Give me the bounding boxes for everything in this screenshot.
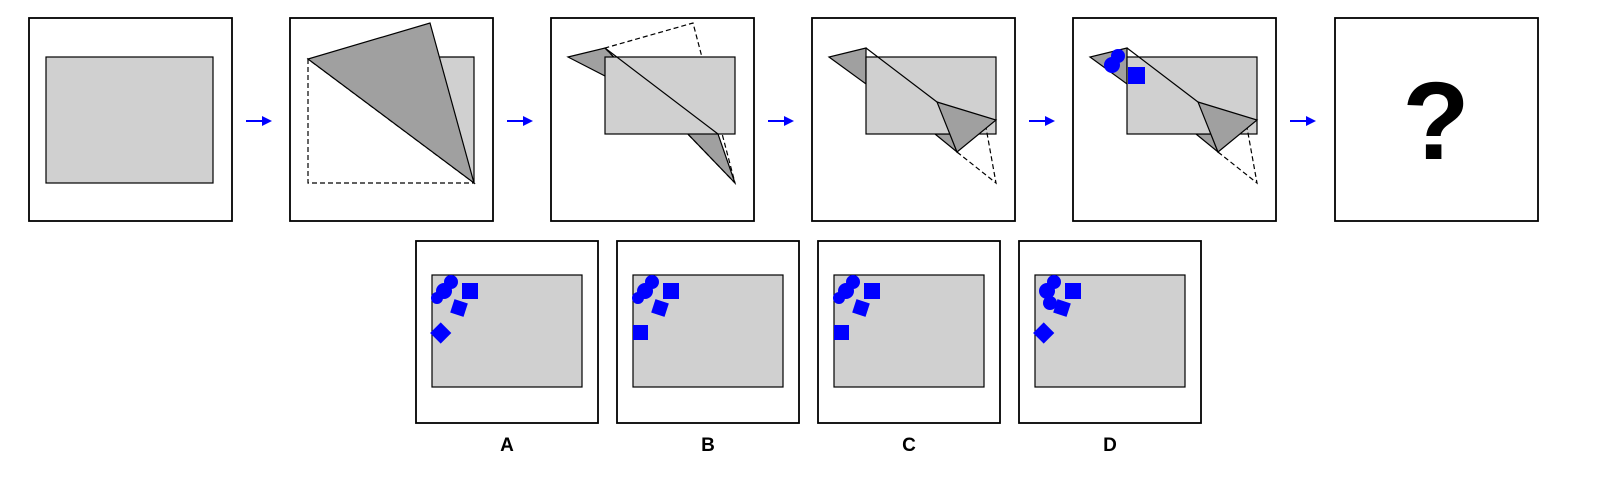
arrow-right-icon (246, 116, 272, 126)
fold-crease (1126, 47, 1199, 103)
option-d[interactable]: D (1018, 240, 1202, 456)
option-b[interactable]: B (616, 240, 800, 456)
arrow-right-icon (1290, 116, 1316, 126)
step-3-panel (550, 17, 755, 222)
square-hole-icon (1128, 67, 1145, 84)
circle-hole-icon (1104, 57, 1120, 73)
step-4-panel (811, 17, 1016, 222)
square-hole-icon (462, 283, 478, 299)
circle-hole-icon (1043, 296, 1057, 310)
square-hole-icon (651, 299, 669, 317)
paper-sheet (45, 56, 214, 184)
paper-sheet (604, 56, 736, 135)
option-b-label[interactable]: B (701, 435, 715, 456)
fold-crease (865, 47, 938, 103)
fold-crease (604, 47, 719, 135)
square-hole-icon (1065, 283, 1081, 299)
square-hole-icon (852, 299, 870, 317)
question-mark: ? (1402, 60, 1469, 183)
option-a-label[interactable]: A (500, 435, 514, 456)
square-hole-icon (450, 299, 468, 317)
option-a[interactable]: A (415, 240, 599, 456)
arrow-right-icon (1029, 116, 1055, 126)
circle-hole-icon (431, 292, 443, 304)
square-hole-icon (663, 283, 679, 299)
arrow-right-icon (768, 116, 794, 126)
diamond-hole-icon (1033, 322, 1055, 344)
arrow-right-icon (507, 116, 533, 126)
paper-sheet (431, 274, 583, 388)
paper-sheet (1034, 274, 1186, 388)
square-hole-icon (1053, 299, 1071, 317)
folded-flap (306, 22, 476, 185)
folded-flap (935, 101, 998, 153)
square-hole-icon (834, 325, 849, 340)
option-d-label[interactable]: D (1103, 435, 1117, 456)
option-c-label[interactable]: C (902, 435, 916, 456)
option-c[interactable]: C (817, 240, 1001, 456)
step-2-panel (289, 17, 494, 222)
circle-hole-icon (833, 292, 845, 304)
paper-sheet (632, 274, 784, 388)
square-hole-icon (864, 283, 880, 299)
circle-hole-icon (1039, 283, 1055, 299)
paper-sheet (833, 274, 985, 388)
answer-panel: ? (1334, 17, 1539, 222)
answer-frame (1334, 17, 1539, 222)
diamond-hole-icon (430, 322, 452, 344)
step-5-panel (1072, 17, 1277, 222)
square-hole-icon (633, 325, 648, 340)
circle-hole-icon (632, 292, 644, 304)
step-1-panel (28, 17, 233, 222)
folded-flap (1196, 101, 1259, 153)
